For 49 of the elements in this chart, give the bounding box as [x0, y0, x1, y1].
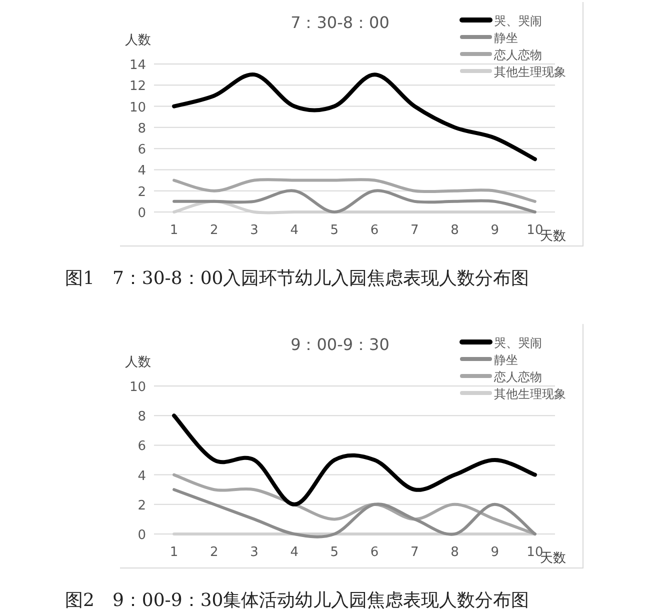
y-tick-label: 10 — [129, 380, 146, 395]
x-tick-label: 9 — [490, 223, 499, 238]
y-tick-label: 12 — [129, 79, 146, 94]
y-tick-label: 10 — [129, 100, 146, 116]
x-tick-label: 5 — [330, 545, 339, 560]
legend-label: 哭、哭闹 — [494, 336, 542, 350]
x-tick-label: 4 — [290, 545, 298, 560]
x-tick-label: 9 — [490, 545, 499, 560]
x-tick-label: 2 — [210, 545, 218, 560]
x-tick-label: 3 — [250, 545, 258, 560]
legend-label: 其他生理现象 — [494, 65, 566, 79]
chart-title: 9：00-9：30 — [290, 335, 390, 354]
y-tick-label: 6 — [138, 439, 146, 454]
y-tick-label: 8 — [138, 121, 146, 136]
x-tick-label: 8 — [450, 223, 459, 238]
x-tick-label: 5 — [330, 223, 339, 238]
y-tick-label: 0 — [138, 206, 146, 221]
x-tick-label: 4 — [290, 223, 298, 238]
legend-label: 其他生理现象 — [494, 387, 566, 401]
y-tick-label: 4 — [138, 468, 146, 484]
y-tick-label: 2 — [138, 184, 146, 200]
y-tick-label: 0 — [138, 528, 146, 543]
y-tick-label: 8 — [138, 410, 146, 425]
x-axis-title: 天数 — [540, 551, 566, 566]
caption: 图1 7：30-8：00入园环节幼儿入园焦虑表现人数分布图 — [65, 268, 530, 289]
y-tick-label: 14 — [129, 58, 146, 73]
legend-label: 静坐 — [494, 31, 518, 45]
y-axis-title: 人数 — [125, 33, 151, 48]
x-tick-label: 2 — [210, 223, 218, 238]
y-tick-label: 2 — [138, 498, 146, 514]
x-tick-label: 3 — [250, 223, 258, 238]
x-tick-label: 7 — [410, 223, 419, 238]
x-tick-label: 8 — [450, 545, 459, 560]
legend-label: 静坐 — [494, 353, 518, 367]
chart-title: 7：30-8：00 — [290, 13, 390, 32]
y-tick-label: 4 — [138, 164, 146, 179]
x-tick-label: 1 — [170, 223, 178, 238]
x-axis-title: 天数 — [540, 229, 566, 244]
caption: 图2 9：00-9：30集体活动幼儿入园焦虑表现人数分布图 — [65, 590, 530, 611]
x-tick-label: 6 — [370, 223, 379, 238]
y-axis-title: 人数 — [125, 355, 151, 370]
y-tick-label: 6 — [138, 142, 146, 158]
legend-label: 恋人恋物 — [493, 370, 542, 384]
x-tick-label: 6 — [370, 545, 379, 560]
line-series — [172, 414, 537, 506]
legend-label: 哭、哭闹 — [494, 14, 542, 28]
x-tick-label: 7 — [410, 545, 419, 560]
legend-label: 恋人恋物 — [493, 48, 542, 62]
x-tick-label: 1 — [170, 545, 178, 560]
